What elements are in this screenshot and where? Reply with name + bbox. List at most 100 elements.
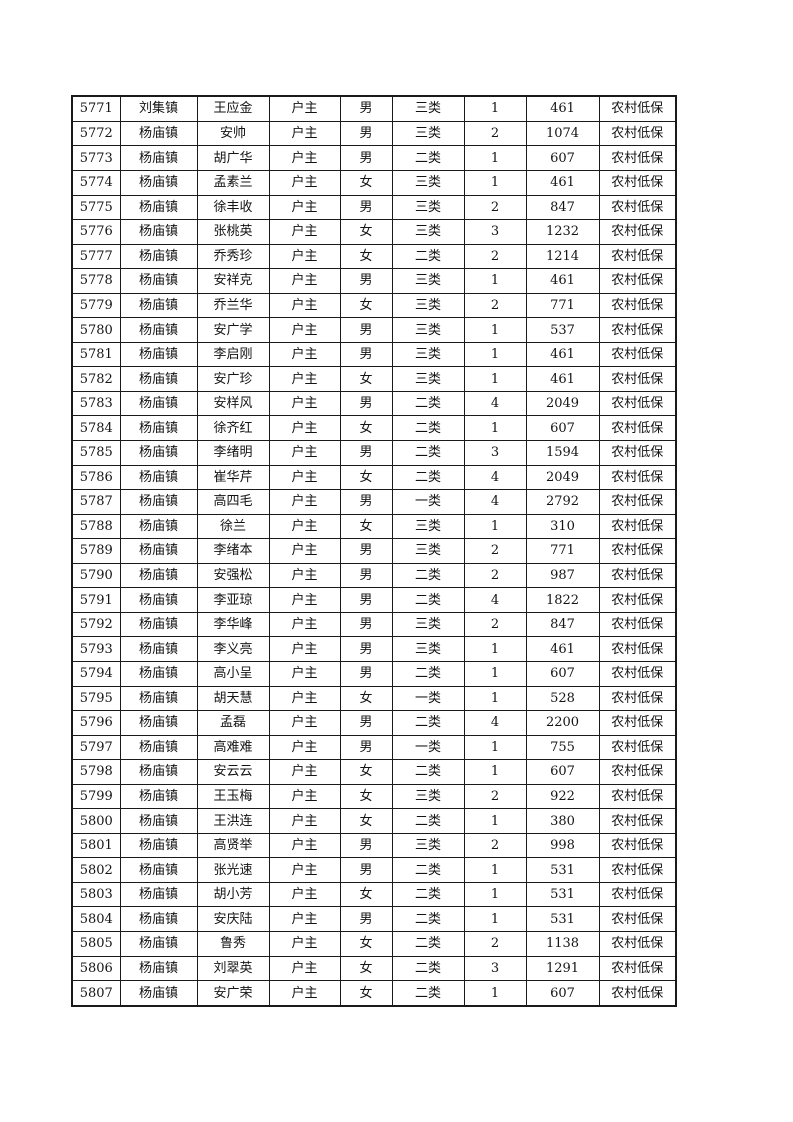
- cell-serial: 5776: [71, 219, 121, 245]
- cell-serial: 5795: [71, 685, 121, 712]
- cell-town: 杨庙镇: [119, 538, 198, 564]
- cell-amount: 1138: [525, 930, 600, 957]
- cell-relation: 户主: [268, 783, 341, 810]
- cell-subsidy: 农村低保: [598, 292, 677, 319]
- cell-subsidy: 农村低保: [598, 881, 677, 908]
- cell-relation: 户主: [268, 611, 341, 638]
- cell-amount: 531: [525, 857, 600, 883]
- cell-serial: 5806: [71, 955, 121, 982]
- cell-name: 安云云: [196, 759, 270, 785]
- table-row: 5805 杨庙镇 鲁秀 户主女二类 2 1138 农村低保: [71, 930, 677, 957]
- cell-relation: 户主: [268, 95, 341, 122]
- cell-town: 杨庙镇: [119, 415, 198, 442]
- cell-category: 三类: [391, 366, 465, 392]
- cell-category: 二类: [391, 808, 465, 834]
- cell-town: 杨庙镇: [119, 489, 198, 515]
- table-row: 5775 杨庙镇 徐丰收 户主男三类 2 847 农村低保: [71, 194, 677, 221]
- cell-gender: 男: [339, 194, 393, 221]
- cell-town: 杨庙镇: [119, 587, 198, 613]
- cell-persons: 4: [463, 710, 527, 736]
- cell-persons: 1: [463, 366, 527, 392]
- cell-amount: 461: [525, 366, 600, 392]
- cell-name: 高小呈: [196, 660, 270, 687]
- cell-name: 张桃英: [196, 219, 270, 245]
- cell-serial: 5793: [71, 636, 121, 662]
- cell-subsidy: 农村低保: [598, 390, 677, 417]
- cell-gender: 男: [339, 489, 393, 515]
- cell-amount: 1822: [525, 587, 600, 613]
- cell-subsidy: 农村低保: [598, 464, 677, 491]
- cell-relation: 户主: [268, 734, 341, 761]
- cell-town: 杨庙镇: [119, 464, 198, 491]
- cell-subsidy: 农村低保: [598, 194, 677, 221]
- cell-amount: 987: [525, 562, 600, 589]
- cell-relation: 户主: [268, 145, 341, 172]
- cell-amount: 847: [525, 194, 600, 221]
- cell-persons: 1: [463, 980, 527, 1007]
- cell-amount: 531: [525, 881, 600, 908]
- cell-town: 杨庙镇: [119, 292, 198, 319]
- cell-name: 高难难: [196, 734, 270, 761]
- cell-persons: 1: [463, 170, 527, 196]
- cell-relation: 户主: [268, 390, 341, 417]
- cell-serial: 5805: [71, 930, 121, 957]
- cell-town: 杨庙镇: [119, 170, 198, 196]
- table-row: 5773 杨庙镇 胡广华 户主男二类 1 607 农村低保: [71, 145, 677, 172]
- table-row: 5804 杨庙镇 安庆陆 户主男二类 1 531 农村低保: [71, 906, 677, 932]
- cell-town: 杨庙镇: [119, 710, 198, 736]
- cell-relation: 户主: [268, 980, 341, 1007]
- cell-subsidy: 农村低保: [598, 170, 677, 196]
- cell-category: 二类: [391, 930, 465, 957]
- cell-category: 三类: [391, 219, 465, 245]
- cell-subsidy: 农村低保: [598, 268, 677, 294]
- cell-persons: 3: [463, 955, 527, 982]
- records-table-body: 5771 刘集镇 王应金 户主男三类 1 461 农村低保 5772 杨庙镇 安帅 户主男三类 2 10…: [71, 95, 677, 1007]
- cell-persons: 1: [463, 857, 527, 883]
- cell-serial: 5777: [71, 243, 121, 270]
- cell-gender: 女: [339, 685, 393, 712]
- cell-town: 杨庙镇: [119, 341, 198, 368]
- cell-persons: 3: [463, 219, 527, 245]
- cell-serial: 5786: [71, 464, 121, 491]
- cell-gender: 男: [339, 734, 393, 761]
- cell-serial: 5775: [71, 194, 121, 221]
- table-row: 5788 杨庙镇 徐兰 户主女三类 1 310 农村低保: [71, 513, 677, 540]
- cell-persons: 1: [463, 415, 527, 442]
- cell-name: 王应金: [196, 95, 270, 122]
- cell-serial: 5791: [71, 587, 121, 613]
- cell-subsidy: 农村低保: [598, 562, 677, 589]
- cell-persons: 1: [463, 660, 527, 687]
- cell-gender: 男: [339, 440, 393, 466]
- cell-relation: 户主: [268, 120, 341, 147]
- cell-subsidy: 农村低保: [598, 685, 677, 712]
- cell-persons: 1: [463, 268, 527, 294]
- cell-name: 刘翠英: [196, 955, 270, 982]
- cell-amount: 607: [525, 759, 600, 785]
- cell-category: 二类: [391, 857, 465, 883]
- cell-town: 刘集镇: [119, 95, 198, 122]
- cell-amount: 771: [525, 292, 600, 319]
- cell-serial: 5792: [71, 611, 121, 638]
- cell-serial: 5783: [71, 390, 121, 417]
- cell-gender: 男: [339, 611, 393, 638]
- table-row: 5789 杨庙镇 李绪本 户主男三类 2 771 农村低保: [71, 538, 677, 564]
- cell-gender: 男: [339, 145, 393, 172]
- table-row: 5800 杨庙镇 王洪连 户主女二类 1 380 农村低保: [71, 808, 677, 834]
- table-row: 5790 杨庙镇 安强松 户主男二类 2 987 农村低保: [71, 562, 677, 589]
- cell-category: 三类: [391, 95, 465, 122]
- cell-category: 二类: [391, 759, 465, 785]
- cell-relation: 户主: [268, 440, 341, 466]
- cell-amount: 380: [525, 808, 600, 834]
- cell-subsidy: 农村低保: [598, 636, 677, 662]
- cell-amount: 531: [525, 906, 600, 932]
- cell-town: 杨庙镇: [119, 611, 198, 638]
- cell-name: 李绪本: [196, 538, 270, 564]
- cell-amount: 2792: [525, 489, 600, 515]
- cell-serial: 5789: [71, 538, 121, 564]
- table-row: 5785 杨庙镇 李绪明 户主男二类 3 1594 农村低保: [71, 440, 677, 466]
- cell-category: 三类: [391, 538, 465, 564]
- cell-name: 孟素兰: [196, 170, 270, 196]
- cell-name: 孟磊: [196, 710, 270, 736]
- cell-town: 杨庙镇: [119, 243, 198, 270]
